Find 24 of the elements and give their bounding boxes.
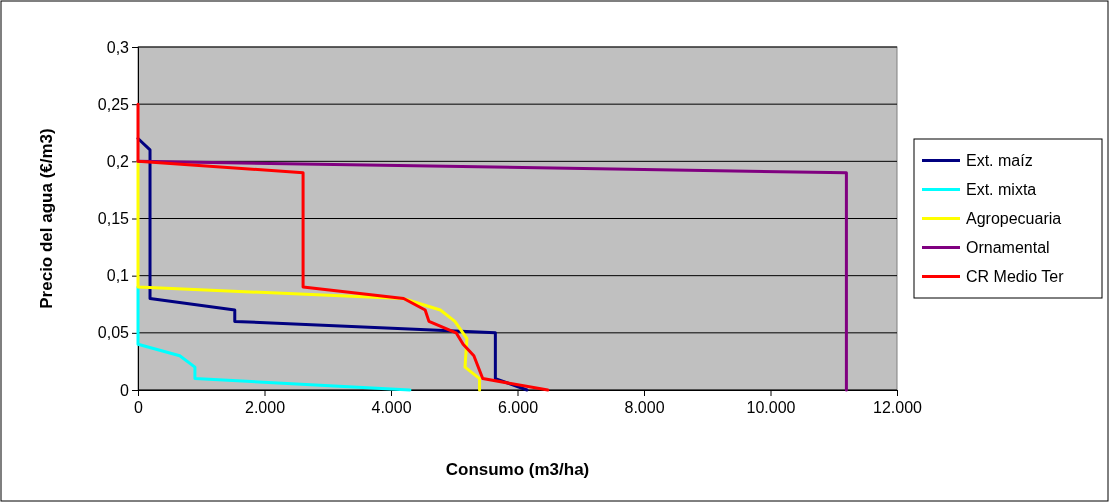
y-tick-label: 0 — [120, 381, 130, 399]
x-tick-label: 6.000 — [497, 399, 539, 417]
y-axis-title: Precio del agua (€/m3) — [37, 128, 56, 309]
x-tick-label: 12.000 — [873, 399, 923, 417]
x-tick-label: 10.000 — [746, 399, 796, 417]
y-tick-label: 0,1 — [106, 267, 130, 285]
legend-label: CR Medio Ter — [966, 268, 1065, 286]
x-tick-label: 2.000 — [244, 399, 286, 417]
legend-label: Agropecuaria — [966, 210, 1062, 228]
x-tick-label: 8.000 — [624, 399, 665, 417]
x-axis-title: Consumo (m3/ha) — [445, 460, 590, 479]
line-series — [136, 102, 550, 392]
y-tick-label: 0,3 — [106, 38, 130, 56]
line-series — [136, 285, 412, 392]
x-tick-label: 0 — [134, 399, 144, 417]
y-tick-label: 0,25 — [97, 95, 130, 113]
x-tick-label: 4.000 — [371, 399, 412, 417]
line-series — [136, 136, 529, 392]
legend-label: Ext. mixta — [966, 181, 1037, 199]
legend-label: Ext. maíz — [966, 152, 1033, 170]
legend-label: Ornamental — [966, 239, 1050, 257]
y-tick-label: 0,05 — [97, 324, 130, 342]
y-tick-label: 0,15 — [97, 210, 130, 228]
y-tick-label: 0,2 — [106, 152, 130, 170]
